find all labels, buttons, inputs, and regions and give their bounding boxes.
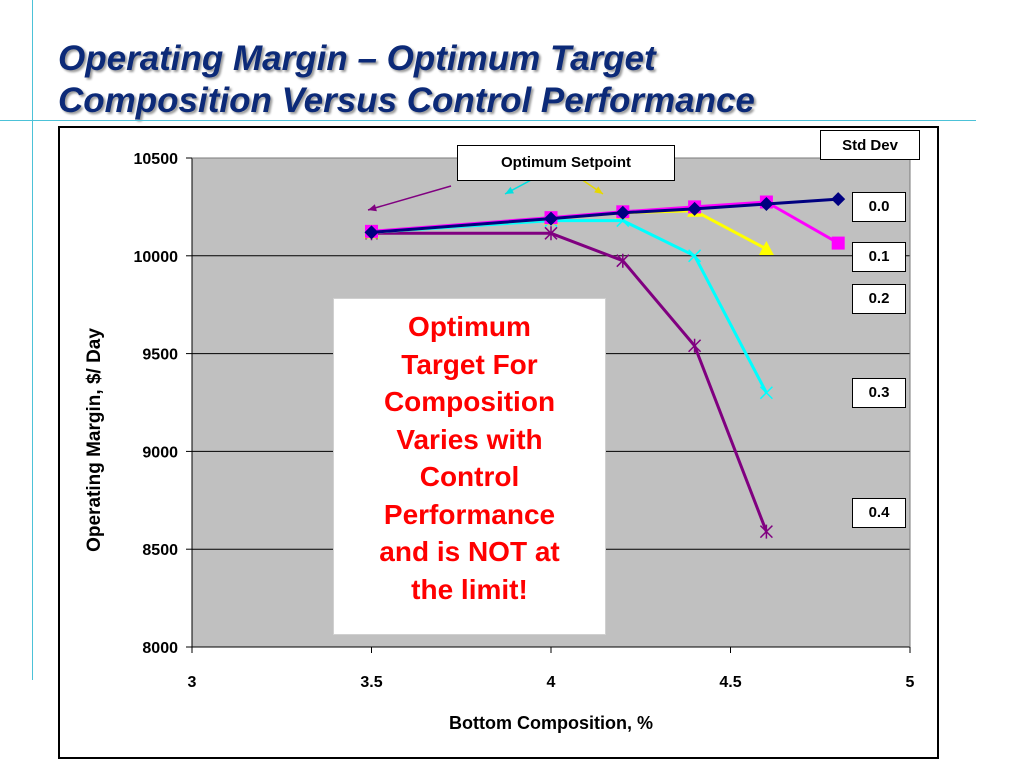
slide-title-line-2: Composition Versus Control Performance <box>58 81 755 120</box>
series-0-3-point <box>688 249 702 263</box>
setpoint-arrow-0-4-head <box>368 204 377 212</box>
decorative-horizontal-rule <box>0 120 976 121</box>
series-label-0-2: 0.2 <box>852 284 906 314</box>
callout-line: Optimum <box>408 311 531 342</box>
y-tick-label: 10000 <box>134 249 179 266</box>
optimum-target-callout: Optimum Target For Composition Varies wi… <box>333 298 606 635</box>
setpoint-arrow-0-4 <box>367 185 452 211</box>
series-0-0-point <box>615 205 630 220</box>
slide-title-line-1: Operating Margin – Optimum Target <box>58 39 656 78</box>
callout-line: Control <box>419 461 520 492</box>
x-tick-label: 5 <box>906 674 915 691</box>
series-0-0-line <box>371 197 839 234</box>
y-axis-title: Operating Margin, $/ Day <box>84 328 105 552</box>
callout-line: Varies with <box>396 423 543 455</box>
series-0-4-point <box>688 338 702 353</box>
slide-title: Operating Margin – Optimum Target Compos… <box>58 38 755 122</box>
series-label-0-4: 0.4 <box>852 498 906 528</box>
callout-line: and is NOT at <box>379 536 560 567</box>
series-0-1-point <box>831 236 845 250</box>
series-label-0-3: 0.3 <box>852 378 906 408</box>
callout-line: the limit! <box>411 573 528 605</box>
x-tick-label: 3 <box>188 674 197 691</box>
series-0-0-point <box>544 211 558 226</box>
series-0-0-point <box>687 201 702 216</box>
setpoint-arrow-0-2-head <box>594 186 603 194</box>
x-tick-label: 3.5 <box>360 674 382 691</box>
series-0-0-point <box>831 192 846 207</box>
std-dev-legend-title: Std Dev <box>820 130 920 160</box>
y-tick-label: 8000 <box>142 640 178 657</box>
y-tick-label: 8500 <box>142 542 178 559</box>
callout-line: Performance <box>383 498 556 530</box>
series-0-0-point <box>759 196 774 211</box>
y-tick-label: 9500 <box>142 347 178 364</box>
series-0-2-point <box>758 240 774 255</box>
setpoint-arrow-0-3-head <box>505 186 514 194</box>
series-0-3-point <box>759 386 773 400</box>
x-tick-label: 4.5 <box>719 674 741 691</box>
series-0-4-point <box>544 226 558 241</box>
series-label-0-0: 0.0 <box>852 192 906 222</box>
y-tick-label: 10500 <box>134 151 179 168</box>
callout-line: Target For <box>401 348 538 380</box>
series-0-4-point <box>616 253 630 268</box>
series-label-0-1: 0.1 <box>852 242 906 272</box>
callout-line: Composition <box>383 386 556 417</box>
x-axis-title: Bottom Composition, % <box>449 713 653 733</box>
series-0-4-point <box>759 524 773 539</box>
y-tick-label: 9000 <box>142 444 178 461</box>
decorative-vertical-rule <box>32 0 33 680</box>
series-0-0-point <box>364 225 379 240</box>
x-tick-label: 4 <box>547 674 556 691</box>
optimum-setpoint-label: Optimum Setpoint <box>457 145 675 181</box>
